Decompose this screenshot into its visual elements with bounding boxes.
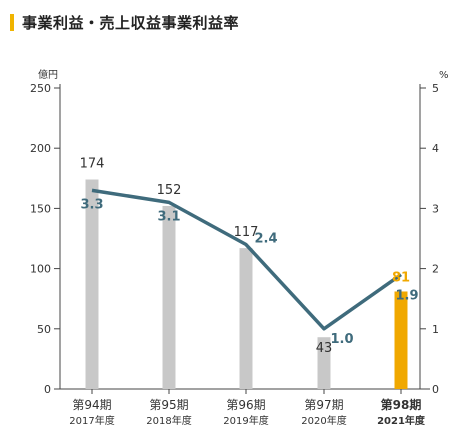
bar-value-label: 152	[157, 183, 182, 198]
ratio-value-label: 2.4	[254, 232, 277, 247]
y-tick-label-left: 0	[44, 383, 51, 396]
y-tick-label-right: 0	[432, 383, 439, 396]
y-tick-label-right: 3	[432, 202, 439, 215]
ratio-value-label: 3.3	[80, 197, 103, 212]
x-tick-sublabel: 2020年度	[301, 414, 346, 427]
bar-value-label: 81	[392, 270, 410, 285]
title-accent-bar	[10, 14, 14, 31]
y-tick-label-left: 200	[30, 142, 51, 155]
x-tick-label: 第97期	[304, 398, 343, 412]
y-tick-label-right: 2	[432, 263, 439, 276]
y-tick-label-right: 4	[432, 142, 439, 155]
bar	[394, 291, 408, 389]
y-tick-label-right: 1	[432, 323, 439, 336]
y-tick-label-left: 150	[30, 202, 51, 215]
x-tick-label: 第94期	[72, 398, 111, 412]
ratio-line	[91, 188, 403, 331]
y-tick-label-left: 100	[30, 263, 51, 276]
ratio-value-label: 1.0	[330, 332, 353, 347]
y-tick-label-left: 50	[37, 323, 51, 336]
bar-value-label: 43	[316, 341, 333, 356]
bar	[317, 337, 331, 389]
x-tick-label: 第96期	[226, 398, 265, 412]
bar	[239, 248, 253, 389]
x-tick-label: 第95期	[149, 398, 188, 412]
y-axis-right-unit: %	[439, 70, 449, 81]
x-tick-sublabel: 2021年度	[377, 414, 426, 427]
x-tick-sublabel: 2018年度	[146, 414, 191, 427]
bar-value-label: 174	[80, 157, 105, 172]
ratio-value-label: 1.9	[395, 289, 418, 304]
y-axis-left-unit: 億円	[38, 68, 58, 81]
x-tick-label: 第98期	[381, 397, 422, 412]
bar	[85, 179, 99, 389]
y-tick-label-left: 250	[30, 82, 51, 95]
x-tick-sublabel: 2019年度	[223, 414, 268, 427]
chart-title: 事業利益・売上収益事業利益率	[22, 14, 240, 32]
bar	[162, 205, 176, 389]
ratio-value-label: 3.1	[157, 209, 180, 224]
bar-value-label: 117	[234, 225, 259, 240]
x-tick-sublabel: 2017年度	[69, 414, 114, 427]
y-tick-label-right: 5	[432, 82, 439, 95]
